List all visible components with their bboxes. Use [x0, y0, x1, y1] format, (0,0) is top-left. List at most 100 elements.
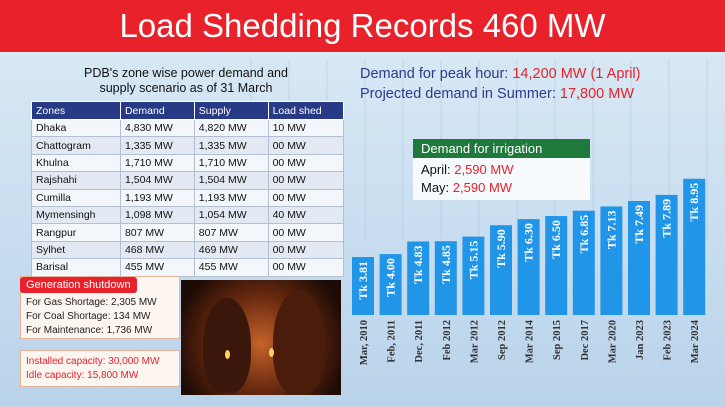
- irrigation-box: Demand for irrigation April: 2,590 MW Ma…: [413, 139, 590, 200]
- may-label: May:: [421, 180, 453, 195]
- bar: [600, 206, 623, 315]
- peak-demand-line: Demand for peak hour: 14,200 MW (1 April…: [360, 64, 641, 84]
- table-cell: 1,193 MW: [193, 188, 269, 207]
- x-tick-label: Dec, 2011: [414, 320, 425, 363]
- table-cell: 807 MW: [119, 223, 195, 242]
- x-tick-label: Mar 2014: [525, 319, 536, 363]
- bar-value-label: Tk 6.50: [549, 220, 563, 259]
- column-header: Supply: [193, 101, 269, 120]
- table-cell: 807 MW: [193, 223, 269, 242]
- table-cell: 1,504 MW: [193, 171, 269, 190]
- bar: [517, 219, 540, 315]
- bar: [407, 241, 430, 315]
- capacity-lines: Installed capacity: 30,000 MW Idle capac…: [26, 355, 159, 383]
- person-right: [273, 290, 325, 395]
- table-row: Cumilla 1,193 MW 1,193 MW 00 MW: [31, 188, 345, 207]
- irrigation-april: April: 2,590 MW: [421, 161, 582, 179]
- x-tick-label: Mar 2024: [690, 319, 701, 363]
- table-cell: 00 MW: [267, 240, 345, 260]
- bar: [352, 257, 374, 315]
- bar: [462, 236, 485, 315]
- irrigation-body: April: 2,590 MW May: 2,590 MW: [413, 158, 590, 200]
- table-cell: 468 MW: [119, 240, 195, 260]
- table-cell: 1,335 MW: [119, 136, 195, 155]
- bar-value-label: Tk 6.85: [577, 215, 591, 254]
- table-title-line-2: supply scenario as of 31 March: [99, 81, 273, 95]
- table-cell: 00 MW: [267, 136, 345, 155]
- table-cell: 1,193 MW: [119, 188, 195, 207]
- bar: [683, 178, 706, 315]
- table-cell: 1,504 MW: [119, 171, 195, 190]
- table-cell: Chattogram: [31, 136, 121, 155]
- bar: [490, 225, 512, 315]
- bar: [379, 254, 402, 315]
- generation-lines: For Gas Shortage: 2,305 MW For Coal Shor…: [26, 296, 157, 338]
- bar-value-label: Tk 8.95: [687, 183, 701, 222]
- table-cell: 469 MW: [193, 240, 269, 260]
- x-tick-label: Feb 2023: [663, 320, 674, 361]
- bar-value-label: Tk 4.00: [384, 258, 398, 297]
- candle-flame-icon: [269, 348, 274, 357]
- x-tick-label: Dec 2017: [580, 320, 591, 361]
- table-cell: Barisal: [31, 258, 121, 277]
- table-cell: Cumilla: [31, 188, 121, 207]
- table-header-row: Zones Demand Supply Load shed: [31, 101, 345, 120]
- table-cell: 1,710 MW: [119, 153, 195, 173]
- table-cell: 00 MW: [267, 223, 345, 242]
- column-header: Zones: [31, 101, 121, 120]
- table-row: Barisal 455 MW 455 MW 00 MW: [31, 258, 345, 277]
- table-row: Rangpur 807 MW 807 MW 00 MW: [31, 223, 345, 242]
- maintenance: For Maintenance: 1,736 MW: [26, 325, 153, 336]
- summer-demand-value: 17,800 MW: [559, 86, 635, 102]
- summer-demand-line: Projected demand in Summer: 17,800 MW: [360, 84, 641, 104]
- bar-value-label: Tk 7.89: [660, 199, 674, 238]
- table-cell: 00 MW: [267, 258, 345, 277]
- bar-value-label: Tk 4.83: [411, 245, 425, 284]
- table-cell: 00 MW: [267, 188, 345, 207]
- table-cell: 1,710 MW: [193, 153, 269, 173]
- zone-table: Zones Demand Supply Load shed Dhaka 4,830…: [31, 101, 345, 277]
- table-cell: 40 MW: [267, 205, 345, 225]
- x-tick-label: Mar, 2010: [359, 320, 370, 365]
- table-cell: Rajshahi: [31, 171, 121, 190]
- table-cell: 455 MW: [119, 258, 195, 277]
- peak-demand-label: Demand for peak hour:: [360, 66, 513, 82]
- table-cell: 10 MW: [267, 118, 345, 138]
- column-header: Load shed: [267, 101, 345, 120]
- idle-capacity: Idle capacity: 15,800 MW: [26, 370, 139, 381]
- bar-value-label: Tk 3.81: [356, 261, 370, 300]
- bar: [655, 194, 678, 315]
- column-header: Demand: [119, 101, 195, 120]
- table-title: PDB's zone wise power demand and supply …: [36, 66, 336, 96]
- bar: [434, 241, 457, 315]
- installed-capacity: Installed capacity: 30,000 MW: [26, 356, 160, 367]
- page-title: Load Shedding Records 460 MW: [0, 0, 725, 52]
- table-cell: 00 MW: [267, 153, 345, 173]
- table-row: Rajshahi 1,504 MW 1,504 MW 00 MW: [31, 171, 345, 190]
- table-cell: 455 MW: [193, 258, 269, 277]
- table-row: Mymensingh 1,098 MW 1,054 MW 40 MW: [31, 205, 345, 225]
- irrigation-title: Demand for irrigation: [413, 139, 590, 158]
- gas-shortage: For Gas Shortage: 2,305 MW: [26, 297, 157, 308]
- bar-value-label: Tk 6.30: [522, 223, 536, 262]
- table-cell: Mymensingh: [31, 205, 121, 225]
- april-value: 2,590 MW: [454, 162, 514, 177]
- demand-info: Demand for peak hour: 14,200 MW (1 April…: [360, 64, 641, 104]
- x-tick-label: Mar 2012: [469, 320, 480, 363]
- bar: [545, 216, 568, 315]
- table-cell: 1,054 MW: [193, 205, 269, 225]
- table-row: Sylhet 468 MW 469 MW 00 MW: [31, 240, 345, 260]
- generation-title: Generation shutdown: [20, 277, 137, 293]
- table-cell: Sylhet: [31, 240, 121, 260]
- table-cell: Dhaka: [31, 118, 121, 138]
- peak-demand-value: 14,200 MW: [512, 66, 587, 82]
- bar: [628, 200, 650, 315]
- table-cell: 1,098 MW: [119, 205, 195, 225]
- bar-value-label: Tk 7.13: [604, 210, 618, 249]
- table-row: Chattogram 1,335 MW 1,335 MW 00 MW: [31, 136, 345, 155]
- x-tick-label: Jan 2023: [635, 320, 646, 360]
- table-title-line-1: PDB's zone wise power demand and: [84, 66, 288, 80]
- x-tick-label: Mar 2020: [607, 320, 618, 363]
- x-tick-label: Sep 2012: [497, 320, 508, 360]
- april-label: April:: [421, 162, 455, 177]
